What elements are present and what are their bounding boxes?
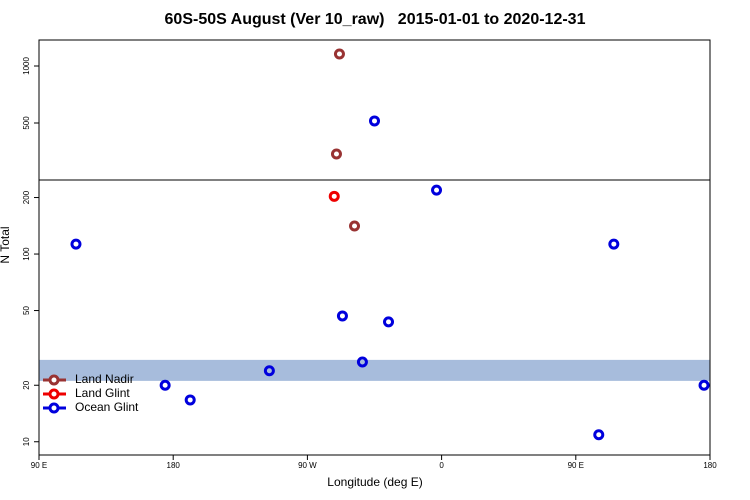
data-point — [356, 356, 368, 368]
legend-marker — [48, 388, 60, 400]
data-point — [336, 310, 348, 322]
legend-marker — [48, 402, 60, 414]
y-tick-label: 200 — [22, 190, 31, 204]
y-tick-label: 1000 — [22, 57, 31, 75]
data-point — [184, 394, 196, 406]
data-point — [431, 184, 443, 196]
legend-marker — [48, 374, 60, 386]
data-point — [263, 365, 275, 377]
data-point — [328, 190, 340, 202]
data-point — [333, 48, 345, 60]
data-point — [159, 379, 171, 391]
x-tick-label: 90 E — [31, 461, 47, 470]
data-point — [349, 220, 361, 232]
y-tick-label: 100 — [22, 247, 31, 261]
data-point — [70, 238, 82, 250]
x-axis-label: Longitude (deg E) — [327, 475, 422, 489]
data-point — [383, 316, 395, 328]
legend-label: Ocean Glint — [75, 400, 139, 414]
plot-frame — [38, 179, 711, 456]
data-point — [698, 379, 710, 391]
data-point — [369, 115, 380, 127]
data-point — [593, 429, 605, 441]
legend-label: Land Glint — [75, 386, 130, 400]
y-tick-label: 20 — [22, 380, 31, 389]
x-tick-label: 0 — [439, 461, 444, 470]
y-tick-label: 50 — [22, 306, 31, 315]
x-tick-label: 90 W — [298, 461, 317, 470]
y-tick-label: 10 — [22, 437, 31, 446]
legend-label: Land Nadir — [75, 372, 134, 386]
shaded-band — [39, 359, 710, 381]
data-point — [330, 148, 342, 160]
y-tick-label: 500 — [22, 116, 31, 130]
chart-title: 60S-50S August (Ver 10_raw) 2015-01-01 t… — [165, 11, 586, 28]
y-axis-label: N Total — [0, 226, 12, 263]
x-tick-label: 90 E — [568, 461, 584, 470]
data-point — [608, 238, 620, 250]
x-tick-label: 180 — [167, 461, 181, 470]
x-tick-label: 180 — [703, 461, 717, 470]
